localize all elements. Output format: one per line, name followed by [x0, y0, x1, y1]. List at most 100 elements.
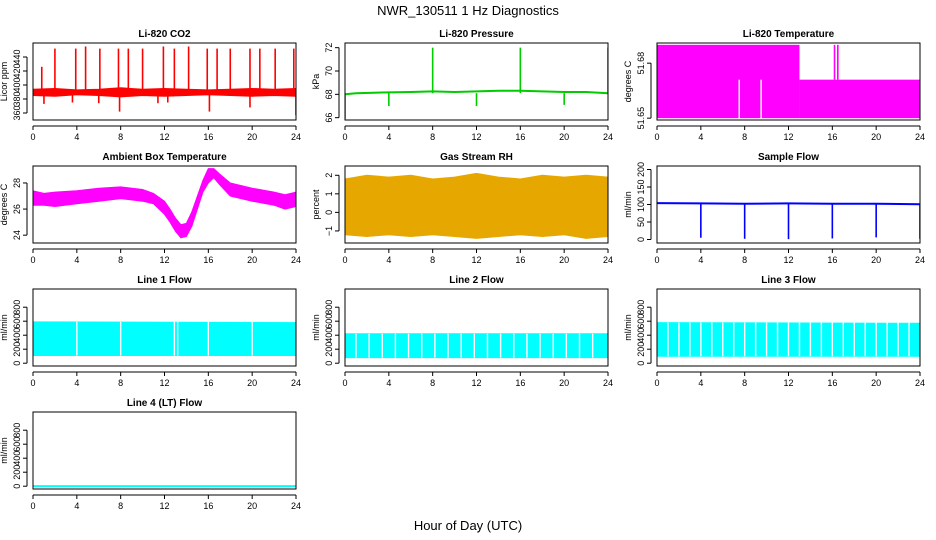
x-tick-label-co2-4: 16 [203, 132, 213, 142]
x-tick-label-line1-5: 20 [247, 378, 257, 388]
y-tick-label-line2-3: 600 [324, 314, 334, 329]
x-tick-label-line3-3: 12 [783, 378, 793, 388]
plot-area-sample [657, 202, 920, 240]
x-tick-label-pressure-0: 0 [342, 132, 347, 142]
series-temperature-0-block-0 [657, 44, 800, 119]
plot-frame-sample [656, 165, 921, 244]
x-tick-label-ambient-5: 20 [247, 255, 257, 265]
x-tick-label-ambient-3: 12 [159, 255, 169, 265]
plot-frame-pressure [344, 42, 609, 121]
x-tick-label-ambient-0: 0 [30, 255, 35, 265]
y-tick-label-sample-3: 150 [636, 179, 646, 194]
x-tick-label-sample-6: 24 [915, 255, 925, 265]
x-tick-label-line1-0: 0 [30, 378, 35, 388]
x-tick-label-sample-1: 4 [698, 255, 703, 265]
x-tick-label-pressure-5: 20 [559, 132, 569, 142]
panel-title-ambient: Ambient Box Temperature [102, 152, 227, 163]
page-xlabel: Hour of Day (UTC) [413, 518, 523, 533]
x-tick-label-rh-6: 24 [603, 255, 613, 265]
panel-title-line3: Line 3 Flow [761, 275, 816, 286]
series-pressure-0 [345, 89, 608, 96]
y-label-co2: Licor ppm [0, 62, 9, 102]
x-tick-label-rh-2: 8 [430, 255, 435, 265]
plot-area-line3 [657, 322, 920, 357]
x-tick-label-temperature-6: 24 [915, 132, 925, 142]
y-tick-label-co2-2: 400 [12, 77, 22, 92]
y-tick-label-line1-3: 600 [12, 314, 22, 329]
x-tick-label-line4-0: 0 [30, 501, 35, 511]
x-tick-label-line3-5: 20 [871, 378, 881, 388]
plot-frame-ambient [32, 165, 297, 244]
y-tick-label-line4-0: 0 [12, 484, 22, 489]
x-tick-label-line3-1: 4 [698, 378, 703, 388]
x-tick-label-temperature-2: 8 [742, 132, 747, 142]
y-tick-label-rh-0: −1 [324, 226, 334, 236]
x-tick-label-line1-4: 16 [203, 378, 213, 388]
plot-area-co2 [33, 46, 296, 116]
x-tick-label-line4-6: 24 [291, 501, 301, 511]
y-label-pressure: kPa [311, 74, 321, 90]
panel-line1: Line 1 Flow 0 4 8 12 16 20 24 0 200400600800ml/mi… [0, 275, 301, 388]
x-tick-label-co2-0: 0 [30, 132, 35, 142]
x-tick-label-line4-1: 4 [74, 501, 79, 511]
y-tick-label-line2-4: 800 [324, 300, 334, 315]
x-tick-label-rh-5: 20 [559, 255, 569, 265]
x-tick-label-line2-1: 4 [386, 378, 391, 388]
x-tick-label-co2-3: 12 [159, 132, 169, 142]
x-tick-label-pressure-1: 4 [386, 132, 391, 142]
y-label-line2: ml/min [311, 314, 321, 341]
y-label-rh: percent [311, 189, 321, 220]
panel-pressure: Li-820 Pressure 0 4 8 12 16 20 24 66 68 70 72 kPa [311, 29, 613, 142]
x-tick-label-line4-4: 16 [203, 501, 213, 511]
plot-frame-line3 [656, 288, 921, 367]
panel-line3: Line 3 Flow 0 4 8 12 16 20 24 0 200400600800ml/mi… [623, 275, 925, 388]
panel-title-line1: Line 1 Flow [137, 275, 192, 286]
panel-sample: Sample Flow 0 4 8 12 16 20 24 0 50 100 150 200 ml/min [623, 152, 925, 265]
x-tick-label-line4-3: 12 [159, 501, 169, 511]
y-tick-label-line1-4: 800 [12, 300, 22, 315]
y-tick-label-ambient-2: 28 [12, 178, 22, 188]
x-tick-label-sample-5: 20 [871, 255, 881, 265]
panel-temperature: Li-820 Temperature 0 4 8 12 16 20 24 51.65 51.68d… [623, 29, 925, 142]
y-tick-label-temperature-1: 51.68 [636, 52, 646, 75]
panel-title-temperature: Li-820 Temperature [743, 29, 835, 40]
x-tick-label-sample-2: 8 [742, 255, 747, 265]
y-tick-label-line3-0: 0 [636, 361, 646, 366]
plot-area-pressure [345, 47, 608, 119]
x-tick-label-co2-1: 4 [74, 132, 79, 142]
x-tick-label-co2-5: 20 [247, 132, 257, 142]
x-tick-label-rh-4: 16 [515, 255, 525, 265]
page-title: NWR_130511 1 Hz Diagnostics [377, 3, 559, 18]
y-tick-label-pressure-0: 66 [324, 113, 334, 123]
x-tick-label-temperature-3: 12 [783, 132, 793, 142]
panel-title-co2: Li-820 CO2 [138, 29, 191, 40]
plot-area-line1 [33, 321, 296, 356]
y-label-line3: ml/min [623, 314, 633, 341]
x-tick-label-line3-2: 8 [742, 378, 747, 388]
y-tick-label-co2-1: 380 [12, 91, 22, 106]
y-tick-label-co2-4: 440 [12, 49, 22, 64]
y-tick-label-line2-0: 0 [324, 361, 334, 366]
x-tick-label-pressure-4: 16 [515, 132, 525, 142]
y-tick-label-ambient-1: 26 [12, 204, 22, 214]
series-line1-0 [33, 321, 296, 356]
x-tick-label-temperature-5: 20 [871, 132, 881, 142]
y-tick-label-line3-4: 800 [636, 300, 646, 315]
y-tick-label-sample-0: 0 [636, 237, 646, 242]
x-tick-label-line3-0: 0 [654, 378, 659, 388]
x-tick-label-line4-2: 8 [118, 501, 123, 511]
y-tick-label-sample-4: 200 [636, 162, 646, 177]
x-tick-label-temperature-0: 0 [654, 132, 659, 142]
panel-title-line4: Line 4 (LT) Flow [127, 398, 203, 409]
x-tick-label-line1-3: 12 [159, 378, 169, 388]
y-tick-label-co2-3: 420 [12, 63, 22, 78]
x-tick-label-ambient-2: 8 [118, 255, 123, 265]
y-tick-label-rh-1: 0 [324, 210, 334, 215]
y-tick-label-pressure-2: 70 [324, 66, 334, 76]
y-tick-label-line4-1: 200 [12, 465, 22, 480]
x-tick-label-line1-6: 24 [291, 378, 301, 388]
x-tick-label-rh-1: 4 [386, 255, 391, 265]
y-tick-label-temperature-0: 51.65 [636, 107, 646, 130]
x-tick-label-pressure-3: 12 [471, 132, 481, 142]
x-tick-label-ambient-6: 24 [291, 255, 301, 265]
